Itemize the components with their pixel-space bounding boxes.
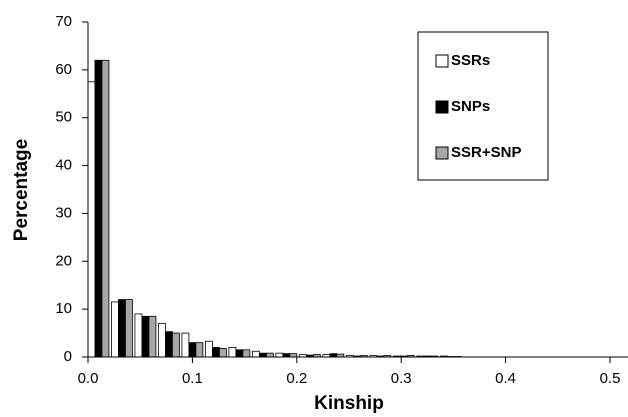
bar (118, 299, 126, 358)
y-tick-label: 60 (55, 61, 72, 78)
bar (134, 313, 143, 358)
y-axis-title: Percentage (11, 139, 32, 241)
x-tick-label: 0.0 (78, 370, 99, 387)
bar (235, 349, 244, 358)
bar (289, 353, 298, 358)
bar (172, 332, 180, 358)
bar (211, 347, 220, 358)
bar (218, 347, 227, 358)
bar (125, 299, 133, 358)
y-tick-label: 0 (64, 348, 72, 365)
bar (251, 350, 260, 358)
bar (101, 59, 110, 358)
x-tick-label: 0.4 (495, 370, 516, 387)
legend-swatch (435, 146, 449, 160)
bar (242, 349, 251, 358)
bar (228, 347, 237, 358)
x-axis-title: Kinship (314, 393, 384, 414)
legend-label: SNPs (451, 98, 490, 115)
bar (87, 81, 96, 358)
y-tick-label: 50 (55, 109, 72, 126)
legend-swatch (435, 54, 449, 68)
bar (265, 352, 274, 358)
bar (258, 352, 267, 358)
x-tick-label: 0.2 (286, 370, 307, 387)
legend-swatch (435, 100, 449, 114)
bar (195, 342, 204, 358)
y-tick-label: 20 (55, 252, 72, 269)
bar (158, 323, 166, 358)
y-tick-label: 10 (55, 300, 72, 317)
bar (204, 340, 213, 358)
bar (141, 315, 150, 358)
bar (275, 352, 284, 358)
x-tick-label: 0.3 (391, 370, 412, 387)
y-tick-label: 40 (55, 157, 72, 174)
bar (148, 315, 157, 358)
legend-label: SSRs (451, 52, 490, 69)
x-tick-label: 0.1 (182, 370, 203, 387)
bar (282, 353, 291, 358)
bar (188, 342, 197, 358)
bar (94, 59, 103, 358)
x-tick-label: 0.5 (600, 370, 621, 387)
bar (181, 332, 190, 358)
bar (165, 331, 173, 358)
legend-label: SSR+SNP (451, 144, 521, 161)
bar (329, 353, 338, 358)
y-tick-label: 70 (55, 13, 72, 30)
y-tick-label: 30 (55, 204, 72, 221)
bar (111, 301, 119, 358)
